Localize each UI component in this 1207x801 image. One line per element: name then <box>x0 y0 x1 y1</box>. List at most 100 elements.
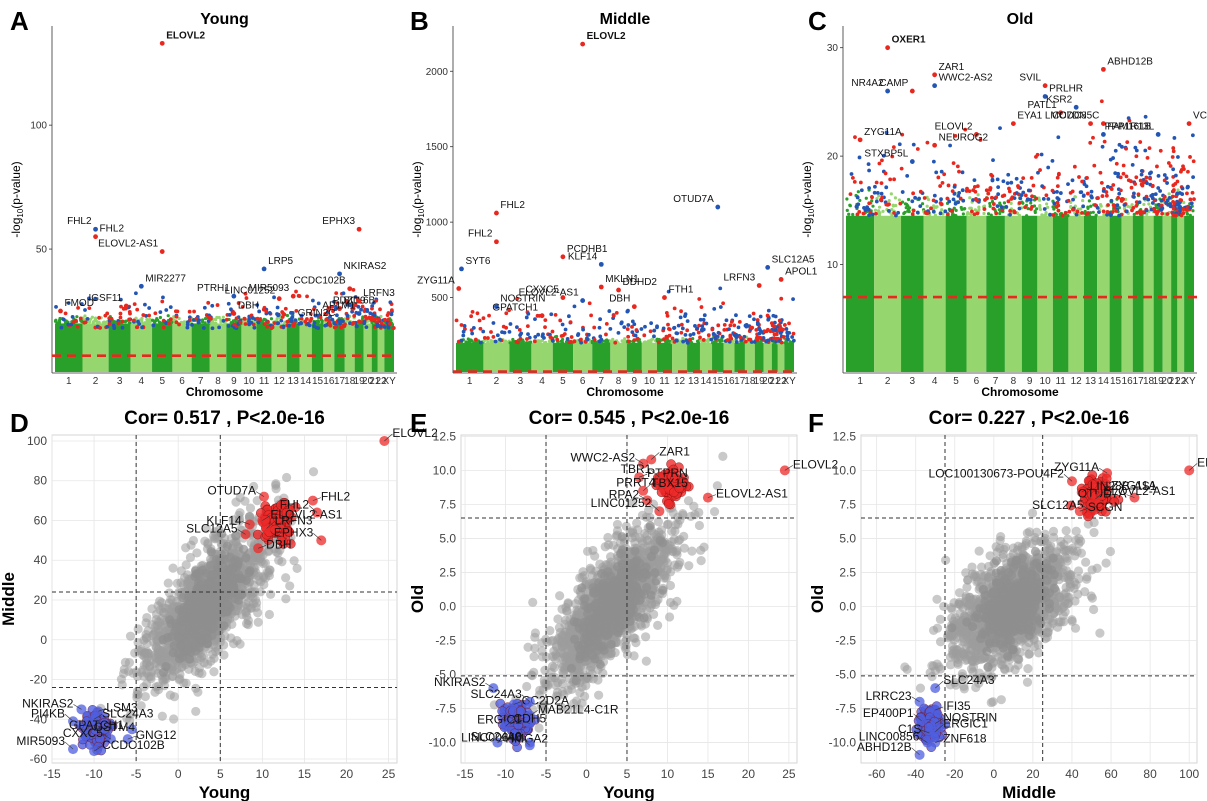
snp-point <box>639 327 644 331</box>
snp-point <box>931 198 936 203</box>
snp-point <box>913 195 918 200</box>
background-point <box>196 576 206 586</box>
background-point <box>245 566 255 576</box>
background-point <box>116 674 127 684</box>
snp-point <box>141 313 146 317</box>
background-point <box>694 520 705 531</box>
background-snp-point <box>1147 202 1151 206</box>
background-snp-point <box>1045 202 1049 206</box>
snp-point <box>1026 197 1031 202</box>
background-snp-point <box>203 317 208 321</box>
background-point <box>217 608 228 618</box>
snp-point <box>576 332 581 336</box>
snp-point <box>543 325 547 330</box>
snp-point <box>1144 175 1149 180</box>
snp-point <box>1138 209 1143 214</box>
snp-point <box>569 335 574 339</box>
snp-point <box>1149 170 1153 175</box>
panel-label: B <box>410 6 429 36</box>
chromosome-band-7 <box>592 342 611 372</box>
snp-point <box>716 323 721 328</box>
background-snp-point <box>285 313 290 318</box>
snp-point <box>388 300 393 305</box>
gene-label: FHL2 <box>100 224 125 235</box>
snp-point <box>147 306 152 310</box>
snp-point <box>706 333 711 338</box>
snp-point <box>991 158 995 163</box>
background-point <box>718 451 728 461</box>
snp-point <box>1046 165 1051 170</box>
snp-point <box>938 201 943 205</box>
chromosome-band-22 <box>377 323 385 372</box>
chromosome-band-19 <box>1153 215 1163 372</box>
snp-point <box>1111 156 1115 160</box>
x-tick-label: 10 <box>661 767 675 781</box>
snp-point <box>1066 198 1071 203</box>
snp-point <box>608 326 613 331</box>
snp-point <box>632 338 637 343</box>
snp-point <box>1135 211 1139 215</box>
snp-point <box>957 169 961 174</box>
y-tick-label: 100 <box>30 121 47 132</box>
snp-point <box>995 177 1000 182</box>
snp-point <box>491 335 496 339</box>
snp-point <box>281 311 286 316</box>
background-snp-point <box>1069 204 1073 209</box>
snp-point <box>66 322 71 327</box>
snp-point <box>1158 189 1163 193</box>
snp-point <box>256 320 261 325</box>
snp-point <box>630 319 635 324</box>
snp-point <box>1030 194 1034 199</box>
panel-label: C <box>808 6 827 36</box>
snp-point <box>266 320 270 324</box>
snp-point <box>185 325 190 330</box>
snp-point <box>330 317 335 322</box>
snp-point <box>1007 189 1012 194</box>
snp-point <box>495 333 500 338</box>
chromosome-tick-label: 13 <box>1085 376 1097 387</box>
background-snp-point <box>889 192 893 196</box>
snp-point <box>377 317 381 322</box>
snp-point <box>1180 186 1185 191</box>
snp-point <box>1179 198 1184 203</box>
snp-point <box>134 291 138 296</box>
snp-point <box>487 313 491 318</box>
gene-label: PPP1R13L <box>1105 121 1155 132</box>
snp-point <box>454 318 459 323</box>
snp-point <box>375 324 380 329</box>
snp-point <box>695 326 700 331</box>
snp-point <box>558 318 563 323</box>
snp-point <box>1131 205 1136 210</box>
background-snp-point <box>959 205 963 210</box>
snp-point <box>1086 211 1091 215</box>
snp-point <box>1046 197 1051 201</box>
snp-point <box>791 338 796 343</box>
background-snp-point <box>561 341 565 345</box>
x-tick-label: 5 <box>217 767 224 781</box>
snp-point <box>1129 185 1134 190</box>
background-snp-point <box>1029 201 1033 205</box>
snp-point <box>729 319 734 324</box>
snp-point <box>938 184 943 188</box>
chromosome-band-14 <box>299 323 312 372</box>
snp-point <box>161 318 166 323</box>
background-point <box>256 552 266 562</box>
snp-point <box>1168 204 1173 209</box>
background-point <box>222 541 232 551</box>
chromosome-tick-label: 14 <box>300 376 312 387</box>
snp-point <box>279 318 284 323</box>
background-point <box>281 472 292 483</box>
gene-label: MIR5093 <box>16 734 65 748</box>
snp-point <box>111 323 116 328</box>
snp-point <box>1126 116 1131 121</box>
snp-point <box>1052 201 1057 206</box>
background-snp-point <box>113 320 117 324</box>
snp-point <box>255 316 260 321</box>
snp-point <box>389 312 394 317</box>
snp-point <box>652 328 657 333</box>
snp-point <box>697 297 702 301</box>
background-snp-point <box>1033 210 1037 215</box>
labeled-snp-point <box>337 318 342 324</box>
snp-point <box>255 303 260 307</box>
background-snp-point <box>93 319 97 323</box>
